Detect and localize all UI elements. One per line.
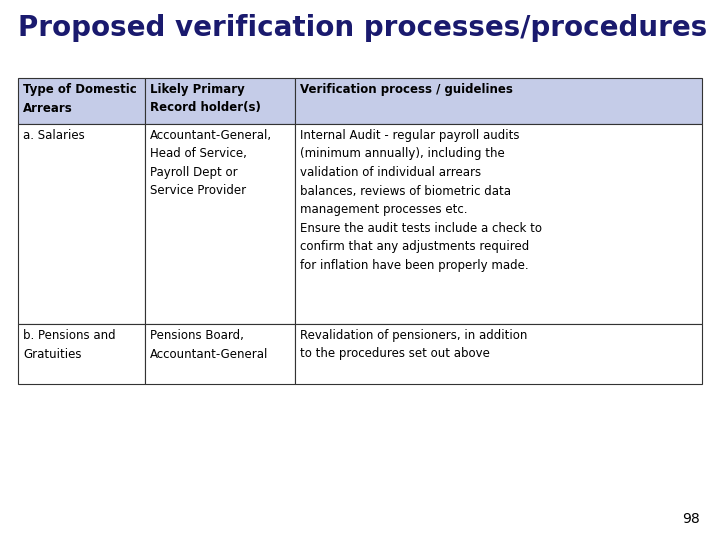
Bar bbox=[295, 78, 702, 124]
Text: Accountant-General,
Head of Service,
Payroll Dept or
Service Provider: Accountant-General, Head of Service, Pay… bbox=[150, 129, 271, 198]
Bar bbox=[295, 124, 702, 324]
Bar bbox=[145, 124, 295, 324]
Text: Pensions Board,
Accountant-General: Pensions Board, Accountant-General bbox=[150, 329, 268, 361]
Text: 98: 98 bbox=[683, 512, 700, 526]
Bar bbox=[145, 78, 295, 124]
Bar bbox=[18, 124, 145, 324]
Text: Revalidation of pensioners, in addition
to the procedures set out above: Revalidation of pensioners, in addition … bbox=[300, 329, 527, 361]
Text: b. Pensions and
Gratuities: b. Pensions and Gratuities bbox=[23, 329, 116, 361]
Bar bbox=[18, 324, 145, 384]
Text: Proposed verification processes/procedures: Proposed verification processes/procedur… bbox=[18, 14, 707, 42]
Text: a. Salaries: a. Salaries bbox=[23, 129, 85, 142]
Text: Verification process / guidelines: Verification process / guidelines bbox=[300, 83, 513, 96]
Text: Likely Primary
Record holder(s): Likely Primary Record holder(s) bbox=[150, 83, 261, 114]
Bar bbox=[18, 78, 145, 124]
Bar bbox=[145, 324, 295, 384]
Text: Type of Domestic
Arrears: Type of Domestic Arrears bbox=[23, 83, 137, 114]
Bar bbox=[295, 324, 702, 384]
Text: Internal Audit - regular payroll audits
(minimum annually), including the
valida: Internal Audit - regular payroll audits … bbox=[300, 129, 542, 272]
